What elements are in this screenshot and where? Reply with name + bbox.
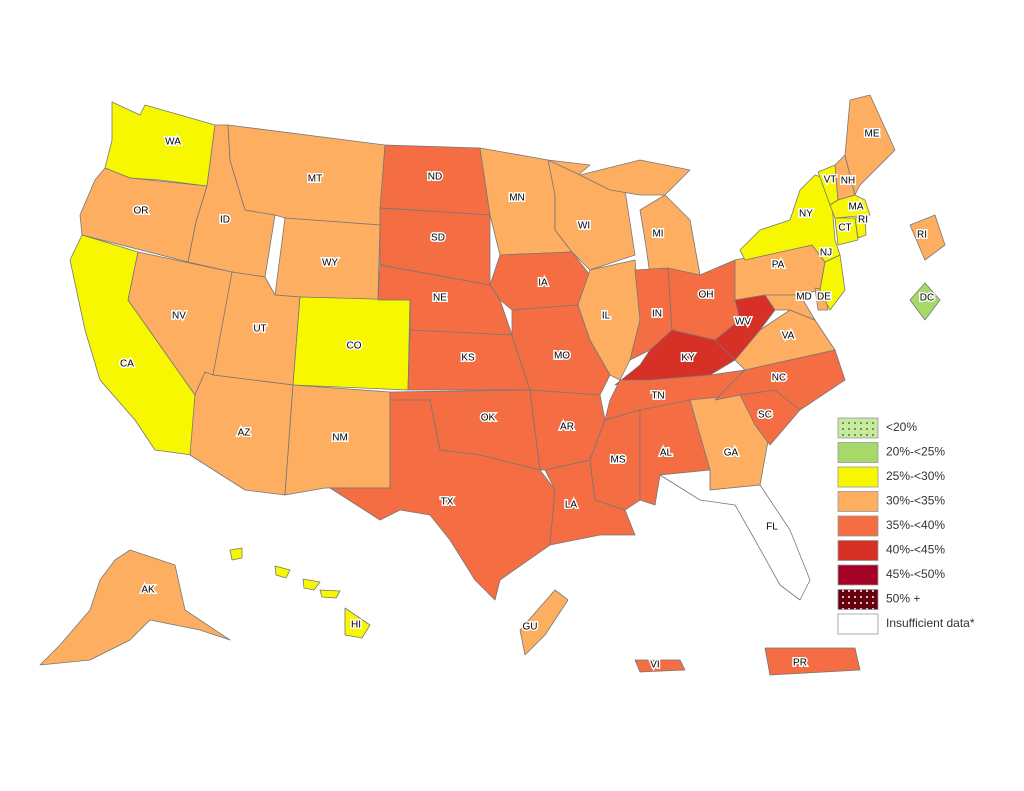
state-label: MD [796, 292, 812, 303]
legend-swatch [837, 540, 879, 561]
state-label: ME [865, 129, 880, 140]
state-shape [104, 101, 216, 187]
state-label: KY [681, 353, 695, 364]
state-label: UT [253, 324, 266, 335]
state-label: CO [347, 341, 362, 352]
state-label: CT [838, 223, 851, 234]
state-label: PA [772, 260, 785, 271]
legend-swatch [837, 442, 879, 463]
state-label: WA [165, 137, 181, 148]
state-label: TN [651, 391, 664, 402]
state-label: GA [724, 448, 739, 459]
state-label: DC [920, 293, 934, 304]
legend: <20% 20%-<25% 25%-<30% 30%-<35% 35%-<40% 40%-… [837, 417, 975, 635]
legend-swatch [837, 564, 879, 586]
state-label: RI [858, 215, 868, 226]
state-label: NM [332, 433, 348, 444]
state-label: WI [578, 221, 590, 232]
state-label: NH [841, 176, 855, 187]
state-shape [329, 399, 556, 601]
state-label: NJ [820, 248, 832, 259]
state-label: IA [538, 278, 548, 289]
state-shape [319, 589, 341, 599]
state-shape [834, 217, 859, 246]
legend-label: 50% + [886, 592, 920, 606]
state-label: WV [735, 317, 751, 328]
legend-label: 30%-<35% [886, 494, 945, 508]
state-label: DE [817, 292, 831, 303]
state-label: FL [766, 522, 778, 533]
state-label: RI [917, 230, 927, 241]
state-label: TX [441, 497, 454, 508]
state-shape [909, 214, 946, 261]
state-label: AL [660, 448, 673, 459]
state-shape [659, 469, 811, 601]
legend-swatch [837, 589, 879, 610]
state-label: OH [699, 290, 714, 301]
legend-label: 25%-<30% [886, 469, 945, 483]
state-label: OK [481, 413, 496, 424]
legend-label: 20%-<25% [886, 445, 945, 459]
state-shape [39, 549, 231, 666]
state-label: NY [799, 209, 813, 220]
state-shape [274, 565, 291, 579]
state-shape [764, 294, 816, 321]
legend-label: 45%-<50% [886, 567, 945, 581]
state-shape [639, 194, 701, 276]
legend-label: <20% [886, 420, 917, 434]
state-shape [229, 547, 243, 561]
legend-label: Insufficient data* [886, 616, 975, 630]
state-label: VA [782, 331, 795, 342]
state-shape [854, 215, 867, 239]
state-label: KS [461, 353, 475, 364]
state-label: VI [650, 660, 659, 671]
state-label: ND [428, 172, 442, 183]
state-label: SC [758, 410, 772, 421]
state-label: MN [509, 193, 525, 204]
state-label: CA [120, 359, 134, 370]
state-label: NC [772, 373, 786, 384]
state-label: AR [560, 422, 574, 433]
state-label: ID [220, 215, 230, 226]
state-shape [764, 647, 861, 676]
states [39, 94, 946, 676]
legend-swatch [837, 417, 879, 439]
state-label: MI [652, 229, 663, 240]
legend-swatch [837, 515, 879, 537]
state-shape [344, 607, 371, 639]
state-label: MA [849, 202, 864, 213]
state-label: MO [554, 351, 570, 362]
state-label: IL [602, 311, 611, 322]
state-label: PR [793, 658, 807, 669]
state-label: IN [652, 309, 662, 320]
legend-label: 35%-<40% [886, 518, 945, 532]
state-shape [227, 124, 386, 226]
state-label: SD [431, 233, 445, 244]
state-shape [302, 578, 321, 591]
state-label: OR [134, 206, 149, 217]
state-shape [714, 349, 846, 411]
state-label: AZ [238, 428, 251, 439]
state-label: WY [322, 258, 338, 269]
state-label: LA [565, 500, 578, 511]
state-shape [519, 589, 569, 656]
state-label: VT [824, 175, 837, 186]
state-label: MT [308, 174, 322, 185]
state-label: HI [351, 620, 361, 631]
state-label: MS [611, 455, 626, 466]
state-label: NV [172, 311, 186, 322]
state-label: AK [141, 585, 155, 596]
state-shape [909, 282, 941, 321]
legend-swatch [837, 491, 879, 512]
legend-label: 40%-<45% [886, 543, 945, 557]
legend-swatch [837, 613, 879, 635]
state-label: GU [523, 622, 538, 633]
state-shape [634, 659, 686, 673]
state-labels: WA OR CA NV ID MT WY UT CO AZ NM ND SD NE KS OK TX MN IA MO… [119, 127, 936, 672]
legend-swatch [837, 466, 879, 488]
state-label: NE [433, 293, 447, 304]
